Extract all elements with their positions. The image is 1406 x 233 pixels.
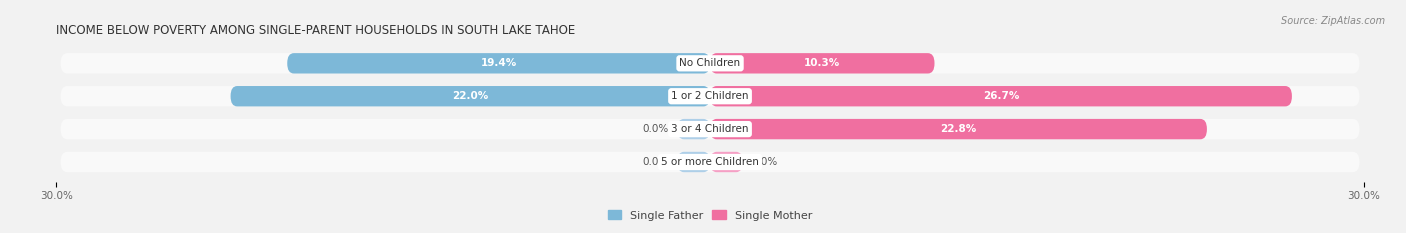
FancyBboxPatch shape	[231, 86, 710, 106]
Text: 0.0%: 0.0%	[643, 157, 669, 167]
FancyBboxPatch shape	[287, 53, 710, 74]
Text: 10.3%: 10.3%	[804, 58, 841, 68]
FancyBboxPatch shape	[60, 119, 1360, 139]
Text: 0.0%: 0.0%	[643, 124, 669, 134]
FancyBboxPatch shape	[56, 110, 1364, 112]
FancyBboxPatch shape	[710, 86, 1292, 106]
Text: No Children: No Children	[679, 58, 741, 68]
FancyBboxPatch shape	[710, 53, 935, 74]
FancyBboxPatch shape	[56, 176, 1364, 178]
Text: 22.8%: 22.8%	[941, 124, 977, 134]
FancyBboxPatch shape	[678, 119, 710, 139]
Text: INCOME BELOW POVERTY AMONG SINGLE-PARENT HOUSEHOLDS IN SOUTH LAKE TAHOE: INCOME BELOW POVERTY AMONG SINGLE-PARENT…	[56, 24, 575, 37]
FancyBboxPatch shape	[678, 152, 710, 172]
Text: 0.0%: 0.0%	[751, 157, 778, 167]
Text: 26.7%: 26.7%	[983, 91, 1019, 101]
Text: 1 or 2 Children: 1 or 2 Children	[671, 91, 749, 101]
FancyBboxPatch shape	[710, 119, 1206, 139]
Text: 22.0%: 22.0%	[453, 91, 488, 101]
FancyBboxPatch shape	[710, 152, 742, 172]
Text: 5 or more Children: 5 or more Children	[661, 157, 759, 167]
FancyBboxPatch shape	[60, 53, 1360, 74]
FancyBboxPatch shape	[56, 143, 1364, 145]
FancyBboxPatch shape	[56, 77, 1364, 79]
Legend: Single Father, Single Mother: Single Father, Single Mother	[603, 206, 817, 225]
FancyBboxPatch shape	[60, 86, 1360, 106]
FancyBboxPatch shape	[60, 152, 1360, 172]
Text: 19.4%: 19.4%	[481, 58, 517, 68]
Text: 3 or 4 Children: 3 or 4 Children	[671, 124, 749, 134]
Text: Source: ZipAtlas.com: Source: ZipAtlas.com	[1281, 16, 1385, 26]
